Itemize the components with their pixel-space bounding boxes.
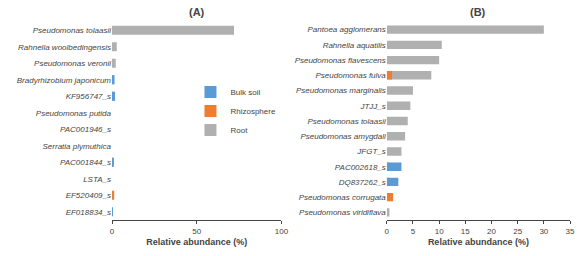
svg-text:Bradyrhizobium japonicum: Bradyrhizobium japonicum [17, 76, 112, 85]
svg-text:Serratia plymuthica: Serratia plymuthica [43, 142, 112, 151]
svg-text:Root: Root [230, 126, 248, 135]
svg-text:JTJJ_s: JTJJ_s [359, 102, 385, 111]
svg-text:15: 15 [461, 227, 470, 236]
svg-text:Pseudomonas veronii: Pseudomonas veronii [34, 59, 111, 68]
svg-text:Pseudomonas viridiflava: Pseudomonas viridiflava [299, 208, 386, 217]
svg-text:Rahnella woolbedingensis: Rahnella woolbedingensis [18, 43, 111, 52]
svg-text:Rahnella aquatilis: Rahnella aquatilis [323, 41, 386, 50]
svg-text:0: 0 [110, 227, 115, 236]
svg-text:(A): (A) [189, 6, 205, 18]
svg-text:JFGT_s: JFGT_s [356, 147, 385, 156]
svg-text:EF520409_s: EF520409_s [66, 191, 111, 200]
svg-text:Pseudomonas corrugata: Pseudomonas corrugata [299, 193, 387, 202]
svg-text:5: 5 [411, 227, 416, 236]
svg-text:LSTA_s: LSTA_s [83, 175, 111, 184]
svg-text:100: 100 [275, 227, 289, 236]
svg-text:(B): (B) [470, 6, 486, 18]
svg-text:35: 35 [566, 227, 575, 236]
svg-text:Pseudomonas fulva: Pseudomonas fulva [316, 71, 387, 80]
svg-text:Relative abundance (%): Relative abundance (%) [146, 237, 247, 247]
svg-text:20: 20 [487, 227, 496, 236]
svg-text:PAC002618_s: PAC002618_s [335, 162, 386, 171]
svg-text:Rhizosphere: Rhizosphere [230, 107, 275, 116]
svg-text:EF018834_s: EF018834_s [66, 208, 111, 217]
svg-text:0: 0 [385, 227, 390, 236]
svg-text:DQ837262_s: DQ837262_s [339, 178, 386, 187]
svg-text:PAC001946_s: PAC001946_s [60, 125, 111, 134]
svg-text:Pseudomonas tolaasii: Pseudomonas tolaasii [308, 117, 386, 126]
svg-text:50: 50 [192, 227, 201, 236]
svg-text:Pseudomonas putida: Pseudomonas putida [36, 109, 112, 118]
svg-text:PAC001844_s: PAC001844_s [60, 158, 111, 167]
svg-text:Pseudomonas tolaasii: Pseudomonas tolaasii [33, 26, 111, 35]
svg-text:Relative abundance (%): Relative abundance (%) [428, 237, 529, 247]
svg-text:10: 10 [435, 227, 444, 236]
svg-text:KF956747_s: KF956747_s [66, 92, 111, 101]
svg-text:Pantoea agglomerans: Pantoea agglomerans [308, 25, 386, 34]
svg-text:25: 25 [513, 227, 522, 236]
svg-text:Pseudomonas marginalis: Pseudomonas marginalis [296, 86, 386, 95]
svg-text:30: 30 [539, 227, 548, 236]
svg-text:Pseudomonas flavescens: Pseudomonas flavescens [295, 56, 386, 65]
svg-text:Pseudomonas amygdali: Pseudomonas amygdali [300, 132, 386, 141]
svg-text:Bulk soil: Bulk soil [230, 88, 260, 97]
